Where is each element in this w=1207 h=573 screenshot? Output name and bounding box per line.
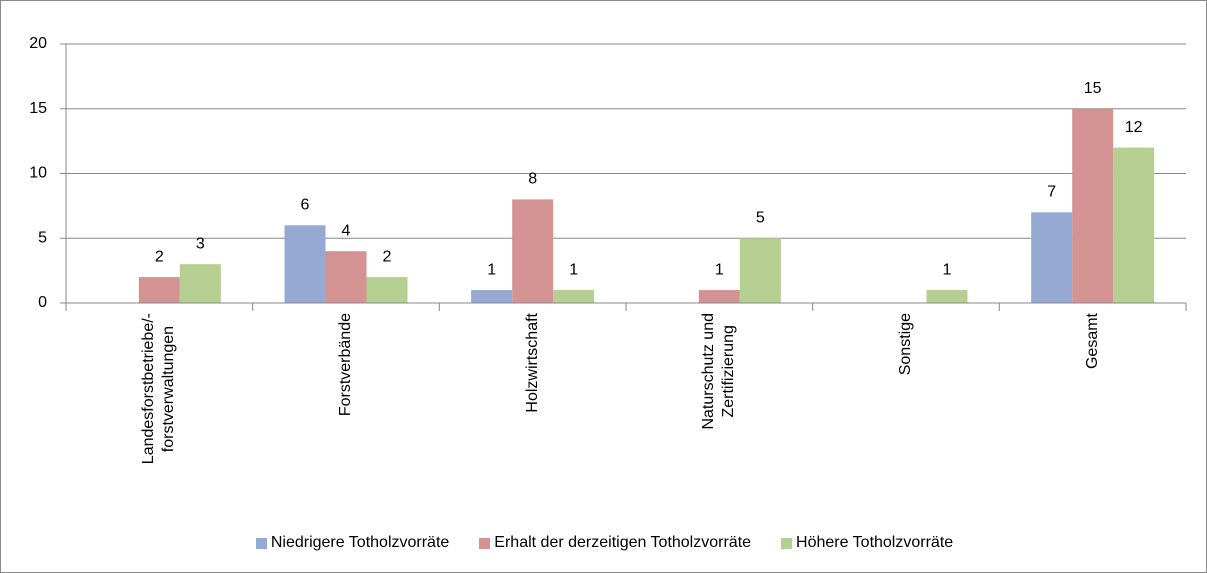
legend: Niedrigere Totholzvorräte Erhalt der derz… bbox=[1, 534, 1206, 552]
data-label: 8 bbox=[528, 171, 537, 188]
bar bbox=[926, 290, 968, 303]
bar bbox=[1072, 108, 1114, 303]
x-tick-label: Sonstige bbox=[897, 313, 914, 376]
bar bbox=[179, 264, 221, 303]
y-tick-label: 15 bbox=[29, 100, 47, 117]
x-tick-label: Forstverbände bbox=[337, 313, 354, 417]
x-tick-label: Naturschutz und Zertifizierung bbox=[700, 313, 738, 430]
bar bbox=[1031, 212, 1073, 303]
y-tick-label: 20 bbox=[29, 35, 47, 52]
y-tick-label: 5 bbox=[38, 229, 47, 246]
data-label: 1 bbox=[943, 261, 952, 278]
legend-swatch bbox=[255, 537, 267, 549]
bar bbox=[512, 199, 554, 303]
data-label: 6 bbox=[301, 197, 310, 214]
legend-label: Höhere Totholzvorräte bbox=[796, 534, 954, 551]
legend-item: Höhere Totholzvorräte bbox=[781, 534, 953, 552]
legend-swatch bbox=[479, 537, 491, 549]
data-label: 2 bbox=[383, 248, 392, 265]
bar bbox=[1113, 147, 1155, 303]
data-label: 1 bbox=[487, 261, 496, 278]
data-label: 12 bbox=[1125, 119, 1143, 136]
bar bbox=[739, 238, 781, 303]
data-label: 3 bbox=[196, 235, 205, 252]
data-label: 1 bbox=[569, 261, 578, 278]
x-tick-label: Landesforstbetriebe/- forstverwaltungen bbox=[140, 313, 178, 465]
legend-swatch bbox=[781, 537, 793, 549]
y-tick-label: 0 bbox=[38, 294, 47, 311]
y-tick-label: 10 bbox=[29, 165, 47, 182]
bar bbox=[138, 277, 180, 303]
bar bbox=[698, 290, 740, 303]
bar bbox=[284, 225, 326, 303]
data-label: 7 bbox=[1047, 184, 1056, 201]
bar bbox=[366, 277, 408, 303]
data-label: 1 bbox=[715, 261, 724, 278]
x-tick-label: Gesamt bbox=[1083, 313, 1101, 370]
data-label: 5 bbox=[756, 209, 765, 226]
bar bbox=[553, 290, 595, 303]
bar bbox=[471, 290, 513, 303]
data-label: 4 bbox=[342, 222, 351, 239]
data-label: 2 bbox=[155, 248, 164, 265]
legend-label: Erhalt der derzeitigen Totholzvorräte bbox=[494, 534, 752, 551]
x-tick-label: Holzwirtschaft bbox=[523, 313, 541, 413]
legend-item: Niedrigere Totholzvorräte bbox=[255, 534, 450, 552]
data-label: 15 bbox=[1084, 80, 1102, 97]
bar bbox=[325, 251, 367, 303]
legend-item: Erhalt der derzeitigen Totholzvorräte bbox=[479, 534, 751, 552]
legend-label: Niedrigere Totholzvorräte bbox=[270, 534, 450, 551]
